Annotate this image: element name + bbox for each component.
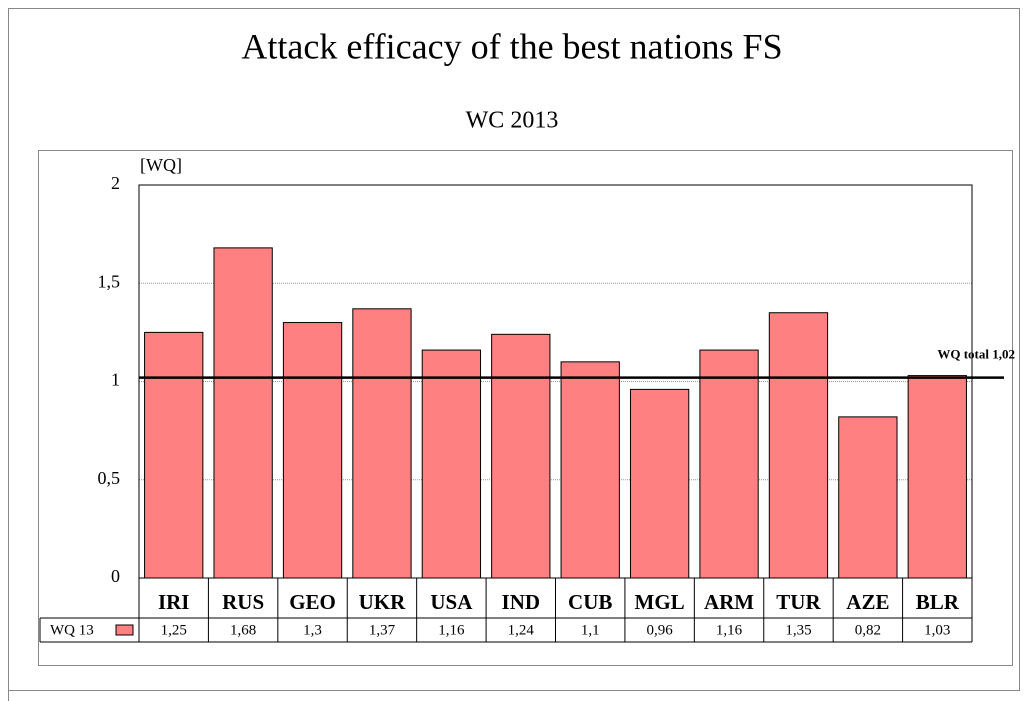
bar <box>560 361 620 579</box>
chart-area <box>38 150 1013 666</box>
bar <box>282 322 343 579</box>
bar <box>838 416 898 579</box>
bar <box>352 308 412 579</box>
data-table-value: 0,82 <box>855 622 881 638</box>
bar <box>421 349 482 579</box>
data-table-value: 1,03 <box>924 622 950 638</box>
x-tick-label: RUS <box>222 590 264 614</box>
bar <box>699 349 759 579</box>
x-tick-label: USA <box>430 590 473 614</box>
x-tick-label: GEO <box>289 590 336 614</box>
x-tick-label: BLR <box>916 590 960 614</box>
bar <box>768 312 829 579</box>
data-table-value: 1,68 <box>230 622 256 638</box>
y-tick-label: 1 <box>111 370 120 390</box>
chart-subtitle: WC 2013 <box>466 108 559 134</box>
bar <box>213 247 273 579</box>
data-table-value: 1,1 <box>581 622 600 638</box>
x-tick-label: TUR <box>776 590 821 614</box>
legend-key <box>115 624 134 636</box>
data-table-value: 1,3 <box>303 622 322 638</box>
legend-label: WQ 13 <box>50 622 94 638</box>
data-table-value: 1,24 <box>508 622 535 638</box>
bar <box>907 375 967 579</box>
bar <box>144 331 204 579</box>
data-table-value: 1,16 <box>438 622 465 638</box>
x-tick-label: CUB <box>568 590 612 614</box>
data-table-value: 1,37 <box>369 622 396 638</box>
y-axis-label: [WQ] <box>140 155 182 175</box>
x-tick-label: ARM <box>704 590 754 614</box>
data-table-value: 1,35 <box>785 622 811 638</box>
data-table-value: 0,96 <box>647 622 674 638</box>
x-tick-label: IRI <box>158 590 190 614</box>
chart-title: Attack efficacy of the best nations FS <box>241 26 782 66</box>
y-tick-label: 0 <box>111 566 120 586</box>
x-tick-label: UKR <box>359 590 407 614</box>
reference-label: WQ total 1,02 <box>937 347 1015 362</box>
y-tick-label: 0,5 <box>98 468 121 488</box>
bar <box>629 388 690 579</box>
data-table-value: 1,25 <box>161 622 187 638</box>
x-tick-label: MGL <box>635 590 685 614</box>
data-table-value: 1,16 <box>716 622 743 638</box>
outer-frame <box>8 8 1020 691</box>
y-tick-label: 1,5 <box>98 271 121 291</box>
x-tick-label: IND <box>502 590 541 614</box>
y-tick-label: 2 <box>111 173 120 193</box>
x-tick-label: AZE <box>846 590 889 614</box>
bar <box>491 333 551 579</box>
